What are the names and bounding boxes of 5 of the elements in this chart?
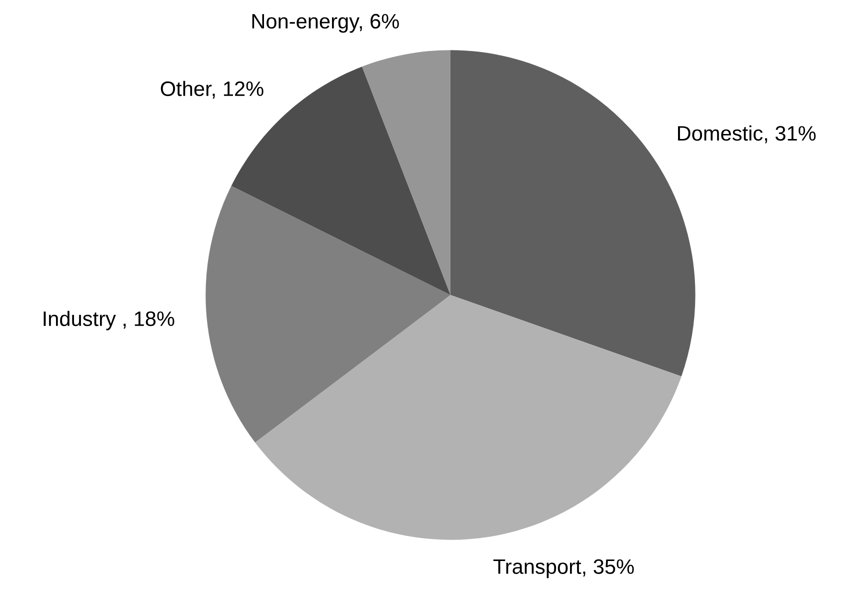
slice-label: Other, 12% [160, 80, 264, 99]
slice-label: Domestic, 31% [678, 125, 816, 144]
slice-label: Industry , 18% [44, 310, 174, 330]
slice-label: Transport, 35% [493, 559, 634, 578]
slice-label: Non-energy, 6% [252, 14, 399, 33]
